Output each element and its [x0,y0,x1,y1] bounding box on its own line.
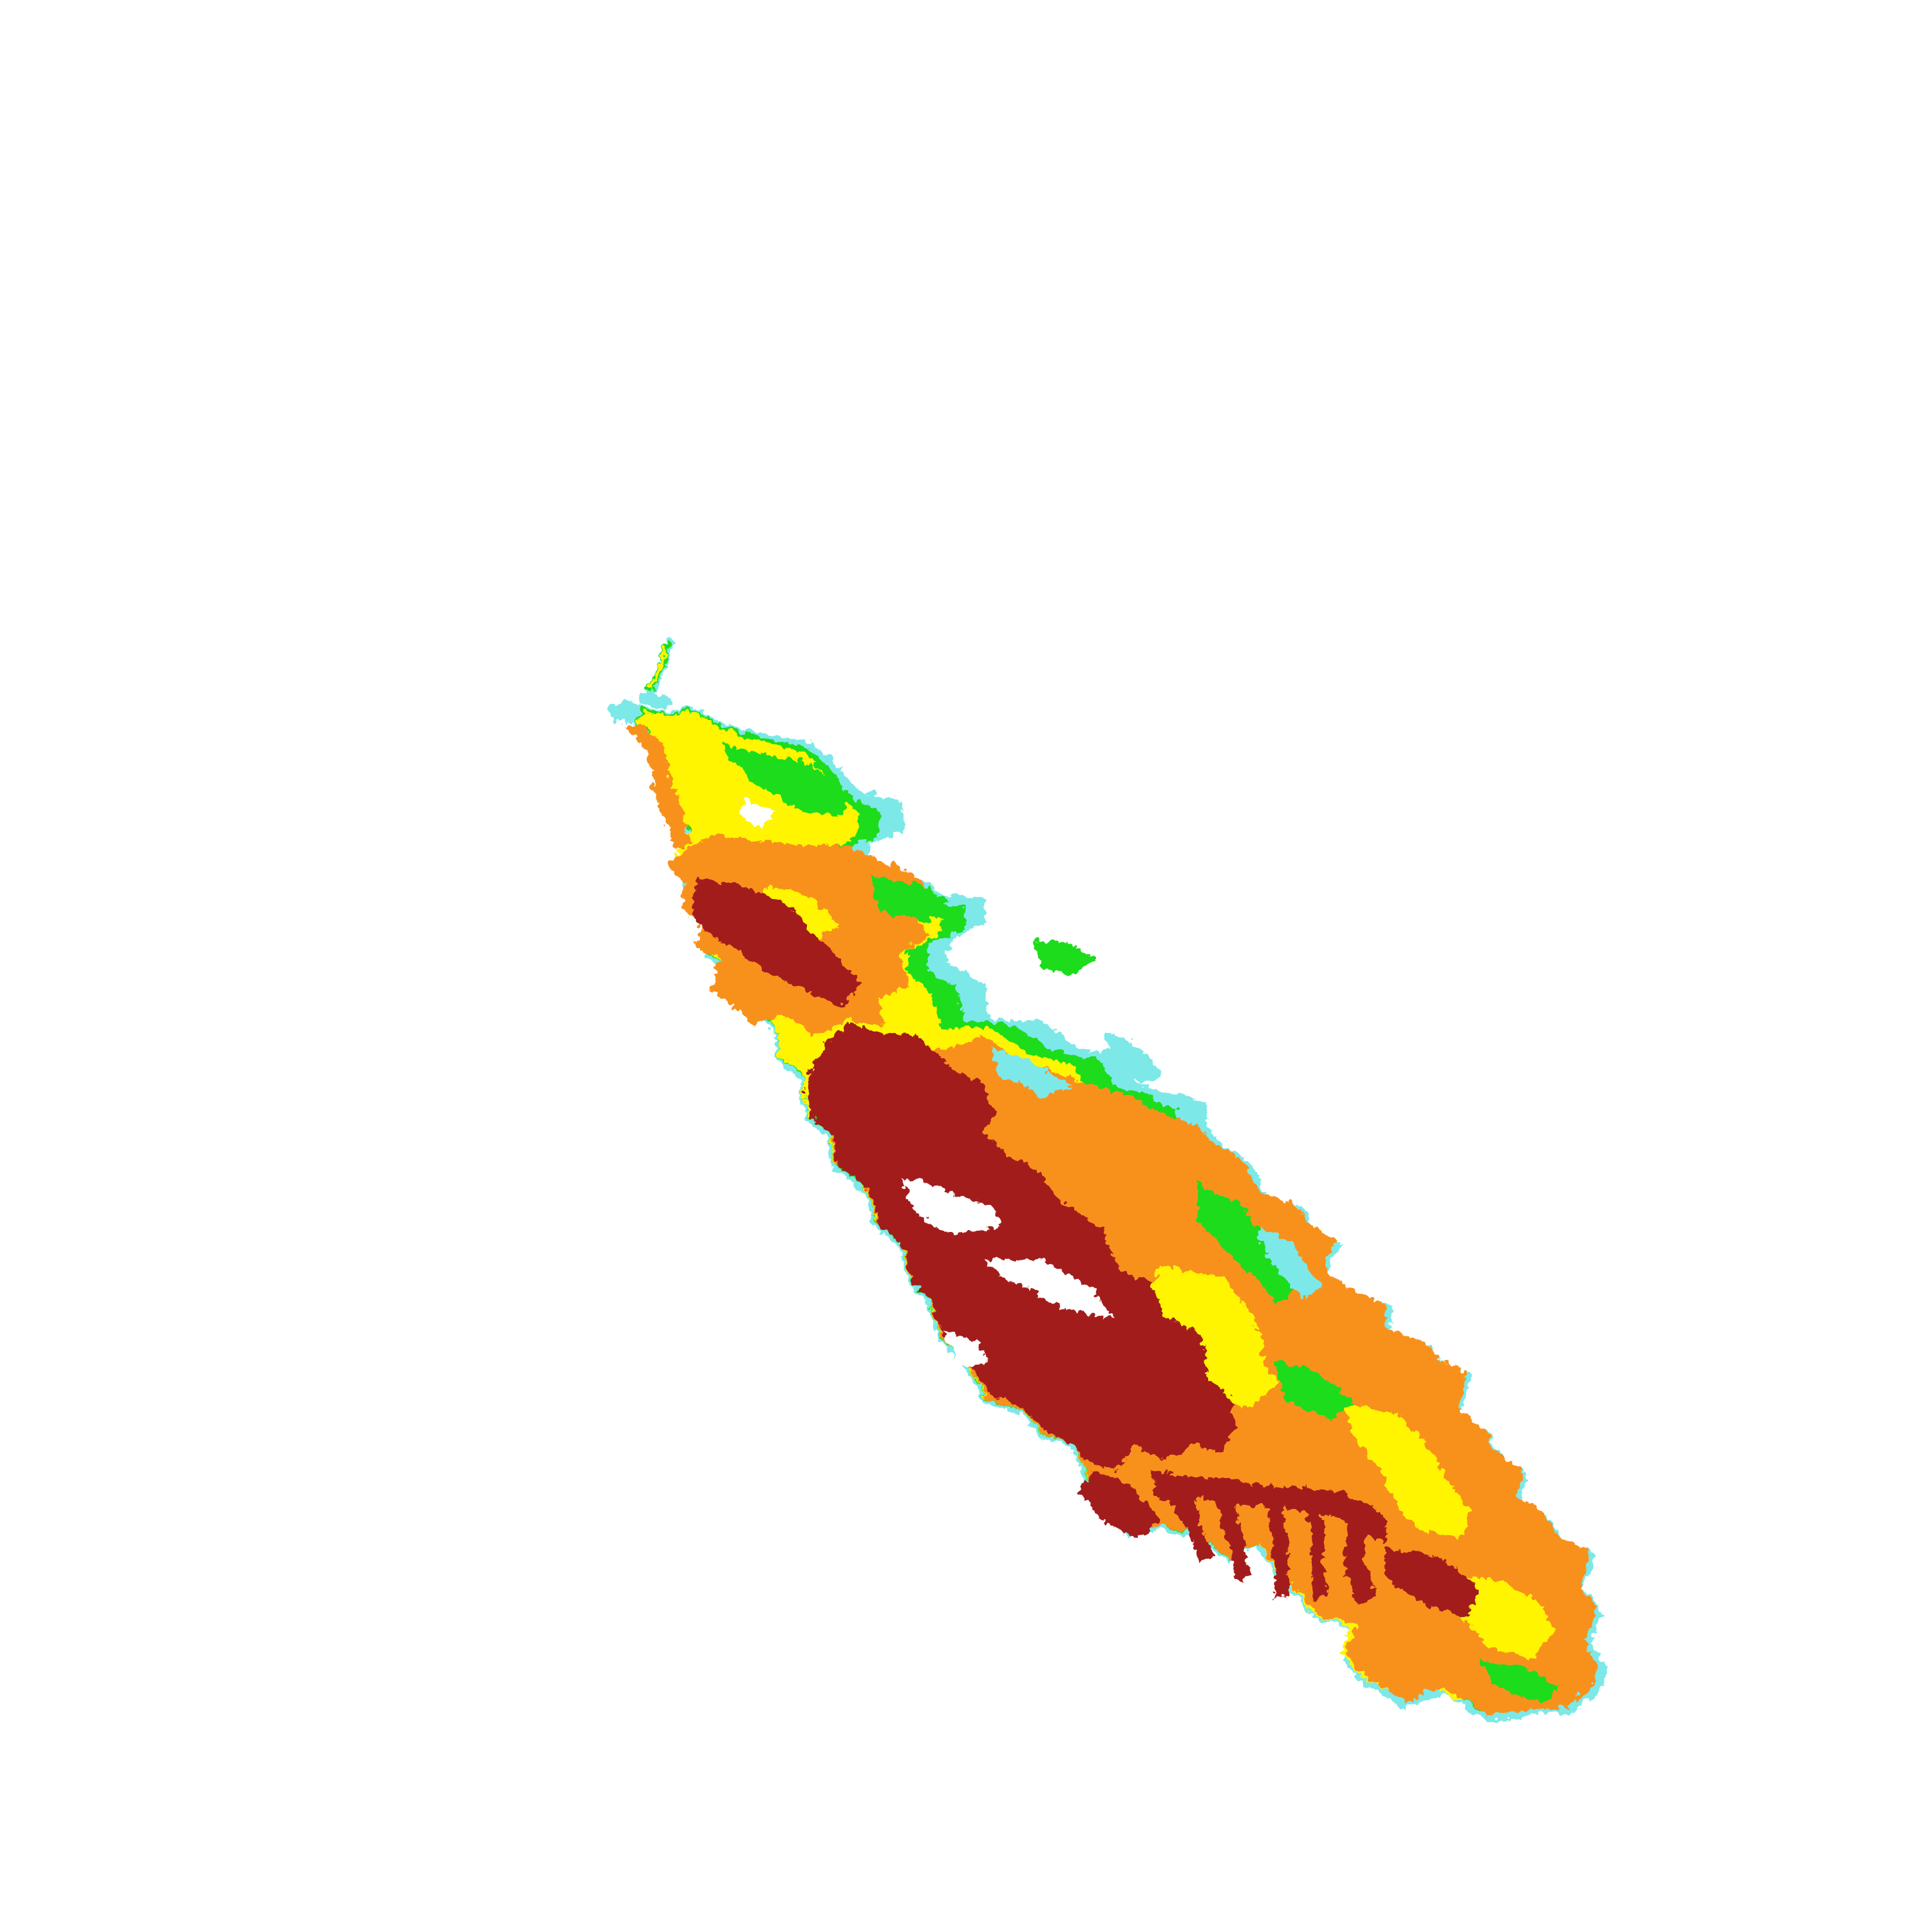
map-region-yellow-accent [1340,1404,1468,1533]
map-region-green-accent [1030,940,1095,979]
map-region-orange-left-edge-strip [629,726,689,845]
map-region-white-hole [895,1179,1005,1227]
map-region-yellow-sliver-core-inner [651,639,677,687]
map-region-yellow-accent [1146,1262,1282,1397]
map-region-red-central-mass [802,1021,1243,1475]
map-region-green-accent [1481,1649,1558,1694]
raster-layers [612,626,1615,1714]
map-region-white-hole [985,1256,1114,1314]
map-region-green-accent [1275,1346,1346,1423]
map-region-red-pier-finger [1301,1504,1333,1596]
map-region-red-pier-finger [1166,1478,1201,1565]
map-region-red-pier-finger [1346,1510,1375,1602]
map-region-red-pier-finger [1211,1484,1243,1583]
map-region-red-shore-patch [1075,1475,1159,1533]
map-region-green-accent [715,741,850,811]
map-region-green-accent [1191,1185,1294,1301]
map-region-red-lower-right-patch [1385,1539,1481,1616]
map-region-green-accent [869,869,947,921]
map-region-cyan-sliver-hook [612,694,645,725]
map-region-cyan-accent [985,1043,1069,1095]
map-region-cyan-accent [1095,1030,1159,1075]
map-region-cyan-accent [1256,1224,1327,1294]
map-region-red-pier-finger [1256,1491,1288,1592]
map-region-white-hole [950,1323,992,1359]
map-region-red-upper-patch [696,876,863,1005]
map-region-white-hole [734,795,770,824]
